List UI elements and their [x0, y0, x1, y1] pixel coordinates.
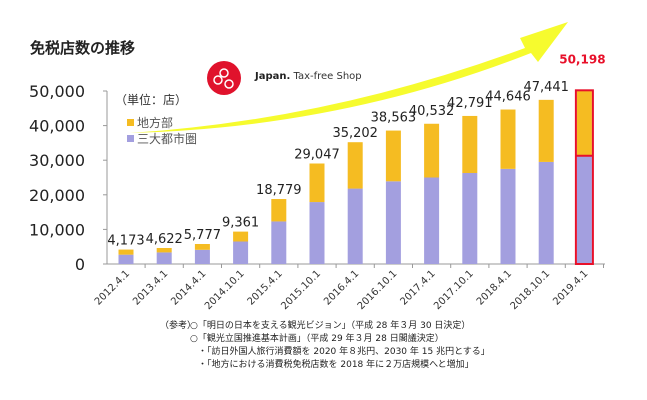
x-tick-label: 2019.4.1 — [551, 268, 590, 307]
note-line: ・「訪日外国人旅行消費額を 2020 年８兆円、2030 年 15 兆円とする」 — [198, 347, 490, 357]
bar-segment — [462, 173, 478, 264]
reference-notes: （参考） ○「明日の日本を支える観光ビジョン」（平成 28 年３月 30 日決定… — [160, 320, 490, 372]
bar-segment — [233, 241, 249, 264]
bar-segment — [538, 99, 554, 162]
unit-label: （単位：店） — [115, 92, 187, 107]
logo-tagline: Tax-free Shop — [293, 71, 362, 82]
bar-segment — [156, 252, 172, 264]
y-tick-label: 10,000 — [29, 220, 85, 239]
x-tick-label: 2014.4.1 — [169, 268, 208, 307]
total-label: 9,361 — [222, 216, 259, 231]
sakura-icon — [224, 79, 234, 89]
logo-text: Japan. Tax-free Shop — [255, 71, 362, 82]
y-tick-label: 0 — [75, 255, 85, 274]
logo-circle — [207, 61, 241, 95]
x-tick-label: 2016.4.1 — [322, 268, 361, 307]
x-tick-label: 2017.4.1 — [398, 268, 437, 307]
bar-segment — [233, 231, 249, 242]
total-label: 50,198 — [559, 52, 605, 66]
total-label: 44,646 — [485, 90, 531, 105]
bar-segment — [424, 177, 440, 264]
bar-segment — [118, 254, 134, 264]
bar-segment — [500, 109, 516, 169]
highlight-box — [574, 89, 594, 265]
total-label: 40,532 — [409, 104, 455, 119]
x-tick-label: 2018.4.1 — [475, 268, 514, 307]
bar-segment — [309, 202, 325, 264]
total-label: 42,791 — [447, 96, 493, 111]
legend-swatch — [127, 135, 134, 142]
bar-segment — [385, 181, 401, 264]
x-tick-label: 2016.10.1 — [356, 268, 400, 312]
chart-title: 免税店数の推移 — [30, 39, 136, 57]
total-label: 18,779 — [256, 183, 302, 198]
bar-segment — [271, 221, 287, 264]
bar-segment — [118, 249, 134, 255]
bar-segment — [309, 163, 325, 203]
y-tick-label: 20,000 — [29, 186, 85, 205]
note-line: ○「観光立国推進基本計画」（平成 29 年３月 28 日閣議決定） — [190, 334, 444, 344]
total-label: 4,173 — [107, 234, 144, 249]
total-label: 29,047 — [294, 147, 340, 162]
x-tick-label: 2014.10.1 — [203, 268, 247, 312]
bar-segment — [385, 130, 401, 182]
y-tick-label: 40,000 — [29, 117, 85, 136]
total-label: 47,441 — [523, 80, 569, 95]
total-label: 5,777 — [184, 228, 221, 243]
total-label: 35,202 — [332, 126, 378, 141]
x-tick-label: 2015.10.1 — [279, 268, 323, 312]
legend-label: 地方部 — [137, 115, 173, 130]
bar-segment — [194, 249, 210, 264]
bar-segment — [424, 123, 440, 178]
note-line: ○「明日の日本を支える観光ビジョン」（平成 28 年３月 30 日決定） — [190, 321, 471, 331]
bar-segment — [500, 168, 516, 264]
bar-segment — [462, 115, 478, 174]
legend-swatch — [127, 119, 134, 126]
total-label: 38,563 — [371, 111, 417, 126]
y-tick-label: 30,000 — [29, 151, 85, 170]
note-line: ・「地方における消費税免税店数を 2018 年に２万店規模へと増加」 — [198, 360, 474, 370]
sakura-icon — [213, 75, 223, 85]
legend-label: 三大都市圏 — [137, 131, 197, 146]
sakura-icon — [219, 68, 229, 78]
logo-brand: Japan. — [255, 71, 291, 82]
bar-segment — [576, 155, 592, 264]
bar-segment — [347, 188, 363, 264]
bar-segment — [156, 248, 172, 253]
bar-segment — [538, 161, 554, 264]
bar-segment — [271, 199, 287, 222]
bar-segment — [347, 142, 363, 189]
notes-label: （参考） — [160, 321, 197, 331]
bar-segment — [576, 90, 592, 156]
x-tick-label: 2015.4.1 — [246, 268, 285, 307]
total-label: 4,622 — [146, 232, 183, 247]
x-tick-label: 2012.4.1 — [93, 268, 132, 307]
x-tick-label: 2017.10.1 — [432, 268, 476, 312]
bar-segment — [194, 244, 210, 250]
x-tick-label: 2018.10.1 — [509, 268, 553, 312]
x-tick-label: 2013.4.1 — [131, 268, 170, 307]
y-tick-label: 50,000 — [29, 82, 85, 101]
